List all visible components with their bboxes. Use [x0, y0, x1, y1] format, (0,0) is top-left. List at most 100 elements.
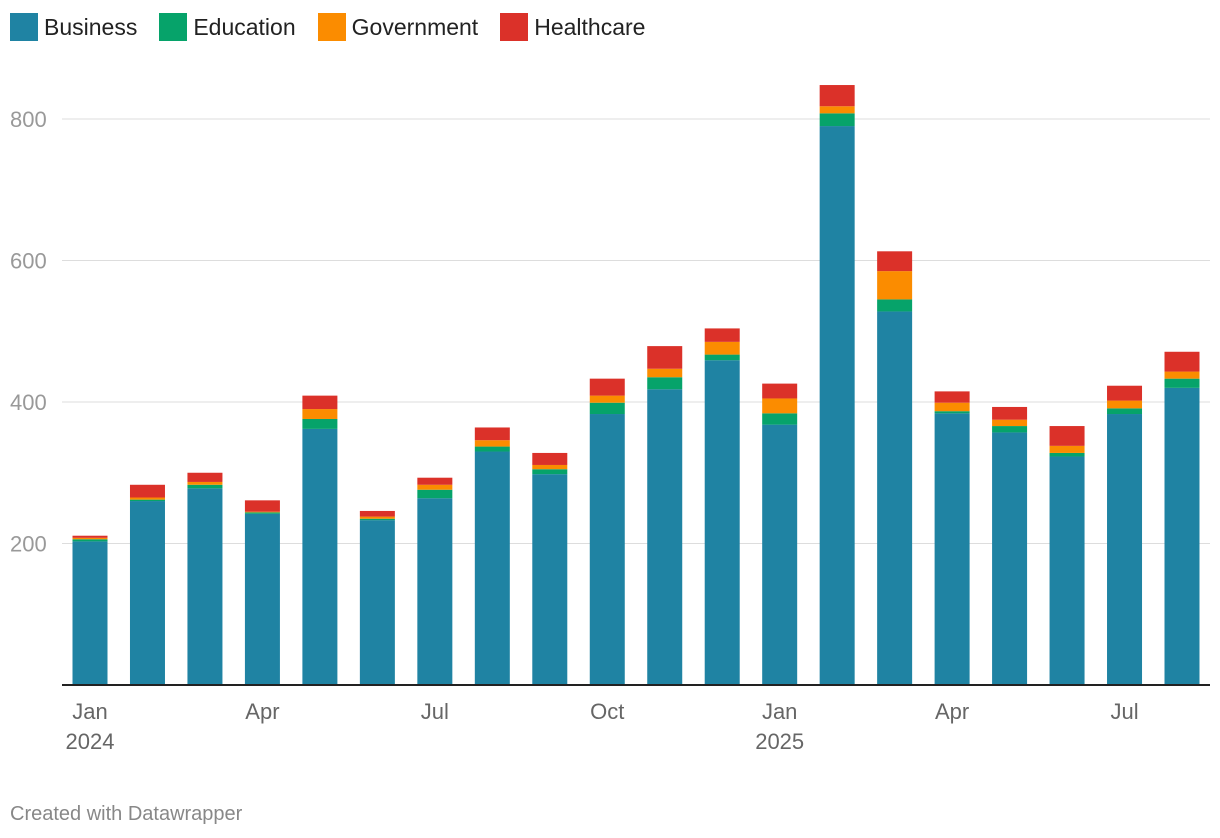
bar-government-15	[934, 402, 970, 412]
x-tick-label-3: Apr	[245, 699, 279, 724]
bar-government-11	[704, 341, 740, 355]
bar-government-7	[474, 440, 510, 447]
bar-business-7	[474, 451, 510, 685]
bar-education-2	[187, 484, 223, 489]
bar-government-5	[359, 516, 395, 519]
bar-government-0	[72, 537, 108, 540]
bar-government-6	[417, 484, 453, 490]
y-tick-label-800: 800	[10, 107, 47, 132]
bar-education-13	[819, 113, 855, 127]
bar-healthcare-13	[819, 85, 855, 107]
bar-business-18	[1107, 414, 1143, 685]
x-tick-sublabel-0: 2024	[66, 729, 115, 754]
x-tick-label-12: Jan	[762, 699, 797, 724]
legend-swatch-healthcare	[500, 13, 529, 41]
bar-healthcare-12	[762, 383, 798, 399]
y-tick-label-200: 200	[10, 532, 47, 557]
bar-government-1	[129, 497, 165, 500]
bar-education-8	[532, 469, 568, 475]
bar-government-19	[1164, 371, 1200, 379]
bar-business-16	[992, 432, 1028, 685]
bar-healthcare-11	[704, 328, 740, 342]
legend-label-government: Government	[351, 13, 479, 40]
axis-layer: 200 400 600 800 Jan 2024 Apr Jul Oct Jan 2025 Apr Ju…	[10, 107, 1210, 754]
bar-healthcare-4	[302, 395, 338, 410]
footer-credit: Created with Datawrapper	[10, 803, 243, 825]
chart-legend: Business Education Government Healthcare	[10, 13, 645, 41]
bar-education-5	[359, 518, 395, 521]
legend-item-government: Government	[317, 13, 479, 41]
bar-government-18	[1107, 400, 1143, 409]
legend-item-education: Education	[159, 13, 296, 41]
bar-healthcare-10	[647, 346, 683, 369]
bar-healthcare-2	[187, 472, 223, 482]
x-tick-label-18: Jul	[1110, 699, 1138, 724]
bar-business-4	[302, 428, 338, 685]
bar-education-15	[934, 411, 970, 414]
bar-healthcare-3	[244, 500, 280, 512]
legend-label-business: Business	[44, 13, 138, 40]
bar-healthcare-5	[359, 510, 395, 517]
bar-healthcare-0	[72, 535, 108, 538]
bar-government-17	[1049, 445, 1085, 453]
y-tick-label-400: 400	[10, 390, 47, 415]
bar-business-19	[1164, 387, 1200, 685]
legend-label-healthcare: Healthcare	[534, 13, 646, 40]
bar-healthcare-9	[589, 378, 625, 396]
bar-business-17	[1049, 456, 1085, 685]
bar-education-19	[1164, 378, 1200, 388]
bar-business-0	[72, 541, 108, 685]
bar-government-4	[302, 409, 338, 419]
bar-education-7	[474, 446, 510, 452]
bar-government-13	[819, 106, 855, 114]
bar-business-15	[934, 413, 970, 685]
bar-government-14	[877, 271, 913, 300]
bar-government-12	[762, 398, 798, 414]
bar-business-5	[359, 520, 395, 685]
x-tick-label-0: Jan	[72, 699, 107, 724]
bar-healthcare-17	[1049, 426, 1085, 446]
bar-government-8	[532, 464, 568, 470]
bar-healthcare-14	[877, 251, 913, 272]
bar-business-3	[244, 513, 280, 685]
bar-healthcare-16	[992, 406, 1028, 420]
bar-education-18	[1107, 408, 1143, 415]
legend-label-education: Education	[193, 13, 296, 40]
grid-layer	[62, 118, 1210, 544]
bar-education-0	[72, 539, 108, 542]
x-tick-label-6: Jul	[421, 699, 449, 724]
bar-government-9	[589, 395, 625, 403]
bar-business-9	[589, 414, 625, 685]
legend-item-healthcare: Healthcare	[500, 13, 645, 41]
x-tick-label-9: Oct	[590, 699, 624, 724]
bar-government-2	[187, 481, 223, 485]
bar-education-11	[704, 354, 740, 361]
bar-education-14	[877, 299, 913, 312]
bar-business-14	[877, 311, 913, 685]
bar-business-12	[762, 424, 798, 685]
legend-swatch-business	[10, 13, 38, 41]
bar-education-1	[129, 499, 165, 502]
bar-education-16	[992, 426, 1028, 433]
bar-business-11	[704, 360, 740, 685]
x-tick-sublabel-12: 2025	[755, 729, 804, 754]
legend-item-business: Business	[10, 13, 137, 41]
bar-government-16	[992, 419, 1028, 427]
bar-government-10	[647, 368, 683, 378]
y-tick-label-600: 600	[10, 249, 47, 274]
bar-education-9	[589, 402, 625, 415]
legend-swatch-government	[317, 13, 346, 41]
bar-business-2	[187, 488, 223, 685]
bar-healthcare-6	[417, 477, 453, 485]
bar-business-8	[532, 474, 568, 685]
bar-education-17	[1049, 452, 1085, 457]
bar-education-10	[647, 377, 683, 390]
x-tick-label-15: Apr	[935, 699, 969, 724]
bar-healthcare-8	[532, 452, 568, 465]
bar-business-10	[647, 389, 683, 685]
bar-healthcare-18	[1107, 385, 1143, 401]
bar-healthcare-7	[474, 427, 510, 441]
bar-healthcare-15	[934, 391, 970, 403]
bar-education-12	[762, 413, 798, 425]
